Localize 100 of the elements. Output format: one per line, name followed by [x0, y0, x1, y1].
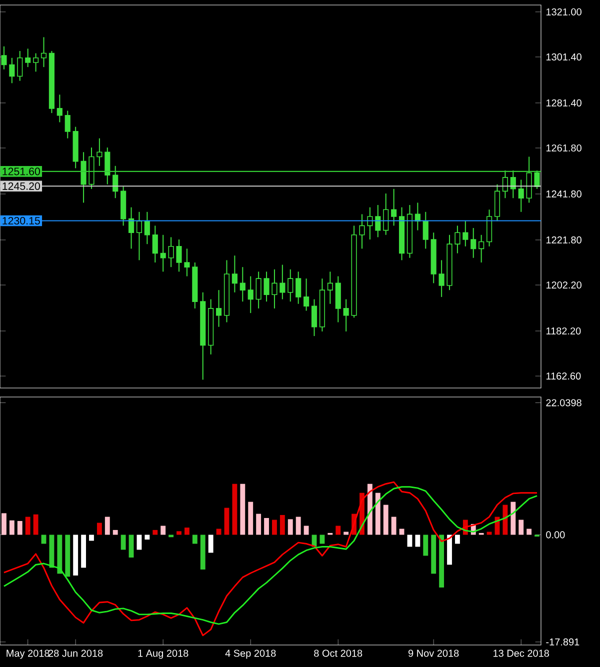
candlestick [454, 225, 460, 254]
candlestick [478, 234, 484, 263]
bar [304, 526, 309, 535]
bar [407, 534, 412, 547]
bar [280, 515, 285, 535]
bar [17, 521, 22, 535]
candlestick [534, 170, 540, 190]
bar [383, 504, 388, 535]
candlestick [359, 214, 365, 250]
bar [336, 526, 341, 535]
candlestick [168, 236, 174, 268]
x-tick-label: 9 Nov 2018 [408, 650, 459, 657]
candlestick [510, 170, 516, 199]
candlestick [17, 50, 23, 82]
x-tick-label: May 2018 [6, 650, 50, 659]
candlestick [391, 188, 397, 226]
candlestick [9, 57, 15, 84]
bar [399, 528, 404, 535]
candlestick [56, 94, 62, 123]
bar [216, 528, 222, 535]
bar [65, 534, 70, 577]
bar [57, 534, 62, 574]
candlestick [112, 165, 118, 199]
candlestick [304, 278, 310, 312]
bar [200, 534, 206, 570]
candlestick [383, 193, 389, 236]
candlestick [80, 152, 86, 204]
y-tick-label: 22.0398 [546, 399, 582, 406]
candlestick [248, 276, 254, 314]
bar [25, 516, 30, 535]
candlestick [438, 260, 444, 298]
x-tick-label: 4 Sep 2018 [225, 650, 276, 659]
bar [415, 534, 420, 547]
bar [344, 532, 349, 535]
candlestick [176, 238, 182, 272]
bar [447, 534, 452, 565]
ref-line-label: 1230.15 [2, 216, 40, 225]
bar [510, 502, 516, 535]
candlestick [232, 255, 238, 293]
candlestick [33, 52, 39, 72]
bar [73, 534, 78, 576]
ref-line-label: 1245.20 [2, 182, 40, 190]
bar [454, 534, 460, 544]
bar [184, 528, 190, 535]
bar [160, 526, 166, 535]
bar [431, 534, 436, 574]
candlestick [216, 290, 222, 328]
bar [81, 534, 86, 568]
candlestick [256, 271, 262, 309]
candlestick [136, 211, 142, 261]
candlestick [470, 227, 476, 258]
bar [518, 520, 524, 535]
y-tick-label: -17.891 [546, 638, 580, 646]
bar [192, 534, 198, 544]
bar [2, 513, 6, 535]
bar [96, 522, 102, 535]
candlestick [327, 271, 333, 304]
bar [423, 534, 428, 556]
y-tick-label: 1241.80 [546, 190, 582, 198]
bar [367, 484, 372, 535]
bar [9, 520, 14, 535]
bar [272, 520, 277, 535]
bar [152, 530, 158, 535]
bar [224, 508, 230, 535]
candlestick [184, 248, 190, 277]
bar [104, 516, 110, 535]
x-tick-label: 8 Oct 2018 [314, 650, 362, 657]
candlestick [160, 234, 166, 272]
candlestick [288, 268, 294, 302]
bar [375, 492, 380, 535]
candlestick [152, 225, 158, 263]
candlestick [343, 298, 349, 332]
bar [320, 534, 325, 544]
bar [120, 534, 126, 550]
bar [136, 534, 142, 550]
bar [288, 519, 293, 535]
ref-line-label: 1251.60 [2, 168, 40, 176]
bar [391, 516, 396, 535]
bar [176, 531, 182, 535]
candlestick [422, 211, 428, 250]
candlestick [264, 271, 270, 302]
candlestick [462, 220, 468, 247]
candlestick [272, 268, 278, 309]
candlestick [311, 298, 318, 337]
bar [128, 534, 134, 558]
x-tick-label: 1 Aug 2018 [138, 650, 188, 659]
y-tick-label: 1162.60 [546, 372, 581, 380]
bar [89, 534, 94, 541]
candlestick [1, 46, 7, 70]
y-tick-label: 1321.00 [546, 8, 582, 16]
y-tick-label: 1221.80 [546, 236, 582, 244]
y-tick-label: 1182.20 [546, 327, 581, 335]
bar [296, 516, 301, 535]
candlestick [280, 264, 286, 300]
x-tick-label: 13 Dec 2018 [494, 650, 550, 657]
y-tick-label: 0.00 [546, 531, 565, 538]
y-tick-label: 1261.80 [546, 144, 582, 152]
candlestick [240, 266, 246, 302]
bar [208, 534, 214, 553]
candlestick [296, 271, 302, 304]
